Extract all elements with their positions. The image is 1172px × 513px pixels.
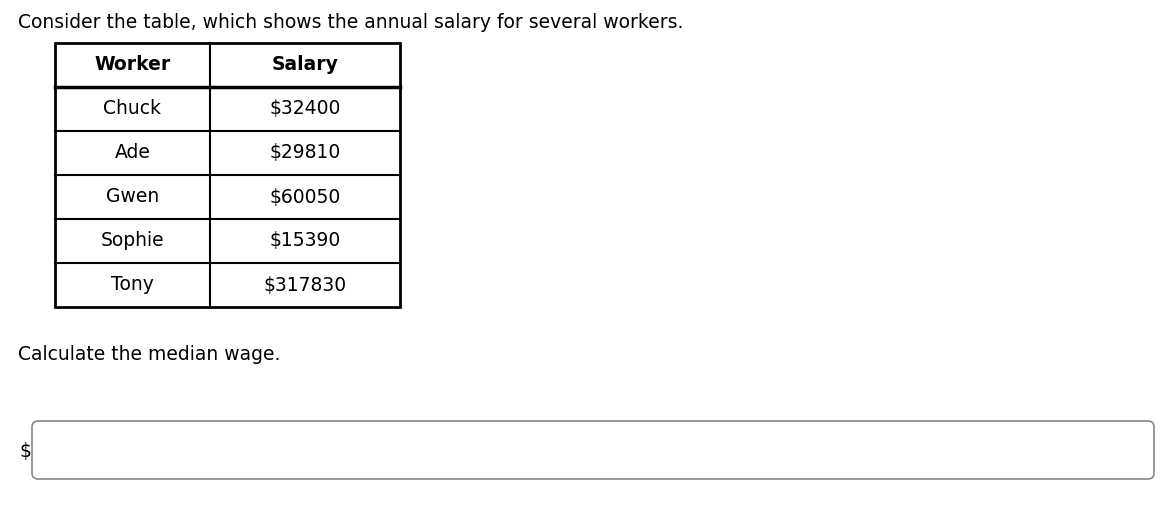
Text: Sophie: Sophie (101, 231, 164, 250)
Text: $60050: $60050 (270, 187, 341, 207)
Text: Gwen: Gwen (105, 187, 159, 207)
Text: Salary: Salary (272, 55, 339, 74)
Text: $32400: $32400 (270, 100, 341, 119)
FancyBboxPatch shape (32, 421, 1154, 479)
Text: $317830: $317830 (264, 275, 347, 294)
Text: Tony: Tony (111, 275, 154, 294)
Bar (55, 43, 400, 307)
Text: $29810: $29810 (270, 144, 341, 163)
Text: $: $ (19, 442, 30, 461)
Text: $15390: $15390 (270, 231, 341, 250)
Text: Calculate the median wage.: Calculate the median wage. (18, 345, 280, 364)
Text: Worker: Worker (95, 55, 171, 74)
Text: Consider the table, which shows the annual salary for several workers.: Consider the table, which shows the annu… (18, 13, 683, 32)
Text: Chuck: Chuck (103, 100, 162, 119)
Text: Ade: Ade (115, 144, 150, 163)
